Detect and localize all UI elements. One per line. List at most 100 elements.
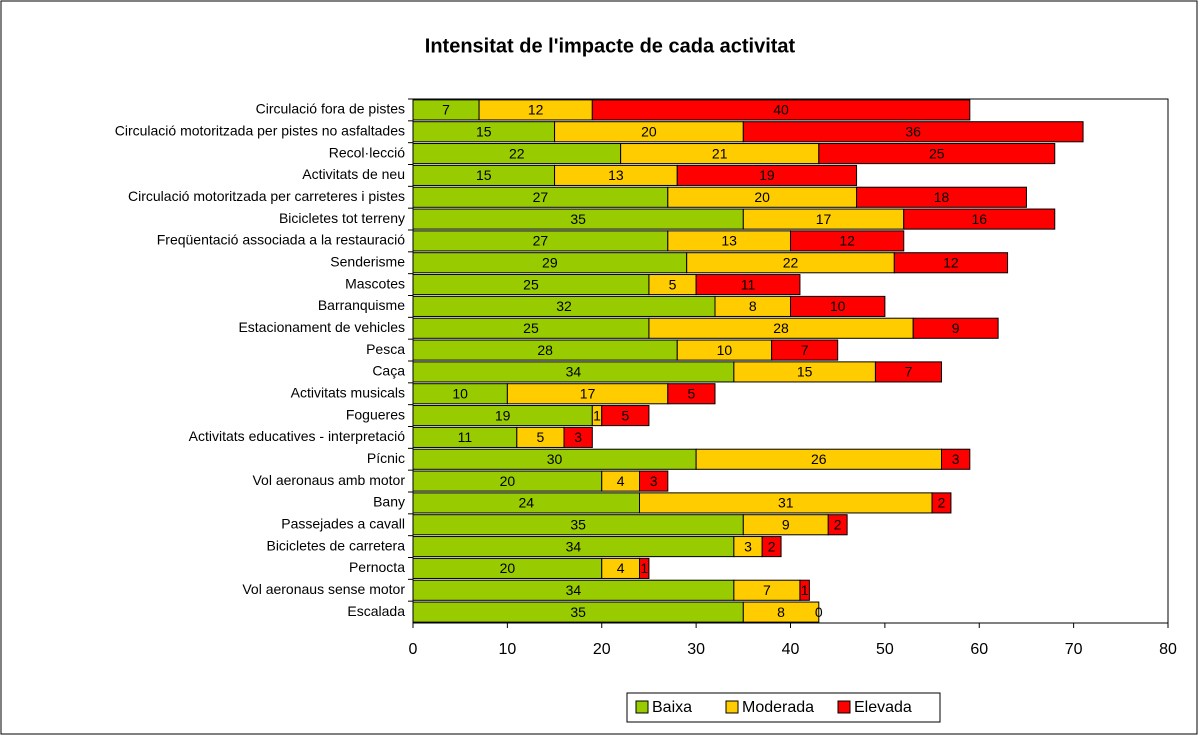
legend-swatch bbox=[635, 700, 649, 714]
y-tick-label: Circulació motoritzada per carreteres i … bbox=[128, 188, 405, 204]
data-label: 3 bbox=[952, 451, 960, 467]
data-label: 10 bbox=[717, 342, 733, 358]
data-label: 24 bbox=[518, 495, 534, 511]
bar-segment bbox=[941, 448, 971, 470]
data-label: 34 bbox=[566, 538, 582, 554]
data-label: 17 bbox=[580, 385, 596, 401]
data-label: 5 bbox=[537, 429, 545, 445]
legend-swatch bbox=[837, 700, 851, 714]
bar-segment bbox=[874, 361, 942, 383]
data-label: 8 bbox=[749, 298, 757, 314]
y-tick-label: Circulació motoritzada per pistes no asf… bbox=[115, 122, 405, 138]
data-label: 34 bbox=[566, 364, 582, 380]
y-tick-label: Pernocta bbox=[349, 559, 405, 575]
data-label: 28 bbox=[537, 342, 553, 358]
x-tick-label: 60 bbox=[970, 641, 988, 658]
bar-segment bbox=[667, 383, 716, 405]
data-label: 1 bbox=[801, 582, 809, 598]
data-label: 16 bbox=[971, 211, 987, 227]
bar-segment bbox=[591, 99, 971, 121]
y-tick-label: Activitats educatives - interpretació bbox=[189, 428, 406, 444]
x-tick-label: 50 bbox=[876, 641, 894, 658]
bar-segment bbox=[856, 186, 1027, 208]
bar-segment bbox=[903, 208, 1056, 230]
y-tick-label: Pesca bbox=[366, 341, 405, 357]
data-label: 3 bbox=[744, 538, 752, 554]
data-label: 12 bbox=[839, 233, 855, 249]
data-label: 18 bbox=[934, 189, 950, 205]
data-label: 5 bbox=[669, 276, 677, 292]
bar-segment bbox=[771, 339, 839, 361]
data-label: 20 bbox=[754, 189, 770, 205]
y-tick-label: Activitats de neu bbox=[302, 166, 405, 182]
y-tick-label: Fogueres bbox=[346, 406, 405, 422]
data-label: 2 bbox=[938, 495, 946, 511]
data-label: 13 bbox=[608, 167, 624, 183]
data-label: 11 bbox=[741, 276, 756, 292]
data-label: 1 bbox=[593, 407, 601, 423]
data-label: 31 bbox=[778, 495, 794, 511]
data-label: 15 bbox=[476, 123, 492, 139]
data-label: 20 bbox=[500, 473, 516, 489]
bar-segment bbox=[563, 426, 593, 448]
data-label: 20 bbox=[641, 123, 657, 139]
data-label: 28 bbox=[773, 320, 789, 336]
y-tick-label: Bany bbox=[373, 494, 405, 510]
data-label: 35 bbox=[570, 604, 586, 620]
bar-segment bbox=[790, 295, 886, 317]
bar-segment bbox=[601, 405, 650, 427]
y-tick-label: Escalada bbox=[347, 603, 405, 619]
bar-segment bbox=[742, 601, 820, 623]
y-tick-label: Vol aeronaus sense motor bbox=[242, 581, 405, 597]
data-label: 7 bbox=[442, 102, 450, 118]
data-label: 9 bbox=[782, 516, 790, 532]
bar-segment bbox=[761, 536, 782, 558]
data-label: 27 bbox=[533, 189, 549, 205]
legend-swatch bbox=[725, 700, 739, 714]
data-label: 36 bbox=[905, 123, 921, 139]
data-label: 8 bbox=[777, 604, 785, 620]
data-label: 26 bbox=[811, 451, 827, 467]
y-tick-label: Recol·lecció bbox=[329, 144, 405, 160]
data-label: 2 bbox=[834, 516, 842, 532]
data-label: 27 bbox=[533, 233, 549, 249]
data-label: 7 bbox=[801, 342, 809, 358]
data-label: 25 bbox=[523, 276, 539, 292]
bar-segment bbox=[742, 121, 1084, 143]
bar-segment bbox=[639, 470, 669, 492]
data-label: 10 bbox=[452, 385, 468, 401]
data-label: 3 bbox=[650, 473, 658, 489]
data-label: 32 bbox=[556, 298, 572, 314]
data-label: 22 bbox=[509, 145, 525, 161]
bar-segment bbox=[695, 274, 801, 296]
data-label: 4 bbox=[617, 560, 625, 576]
legend-label: Baixa bbox=[652, 699, 692, 716]
y-tick-label: Senderisme bbox=[330, 253, 405, 269]
data-label: 25 bbox=[523, 320, 539, 336]
y-tick-label: Circulació fora de pistes bbox=[256, 101, 405, 117]
y-tick-label: Mascotes bbox=[345, 275, 405, 291]
bar-segment bbox=[827, 514, 848, 536]
data-label: 35 bbox=[570, 516, 586, 532]
data-label: 11 bbox=[458, 429, 473, 445]
data-label: 5 bbox=[621, 407, 629, 423]
data-label: 34 bbox=[566, 582, 582, 598]
data-label: 7 bbox=[905, 364, 913, 380]
bar-segment bbox=[639, 557, 650, 579]
y-tick-label: Pícnic bbox=[367, 450, 405, 466]
bar-segment bbox=[799, 579, 810, 601]
data-label: 15 bbox=[476, 167, 492, 183]
data-label: 15 bbox=[797, 364, 813, 380]
data-label: 21 bbox=[712, 145, 728, 161]
data-label: 29 bbox=[542, 254, 558, 270]
data-label: 35 bbox=[570, 211, 586, 227]
y-tick-label: Bicicletes de carretera bbox=[266, 537, 405, 553]
data-label: 5 bbox=[688, 385, 696, 401]
bar-segment bbox=[790, 230, 905, 252]
data-label: 19 bbox=[759, 167, 775, 183]
data-label: 7 bbox=[763, 582, 771, 598]
x-tick-label: 10 bbox=[498, 641, 516, 658]
y-tick-label: Estacionament de vehicles bbox=[238, 319, 405, 335]
data-label: 0 bbox=[815, 604, 823, 620]
